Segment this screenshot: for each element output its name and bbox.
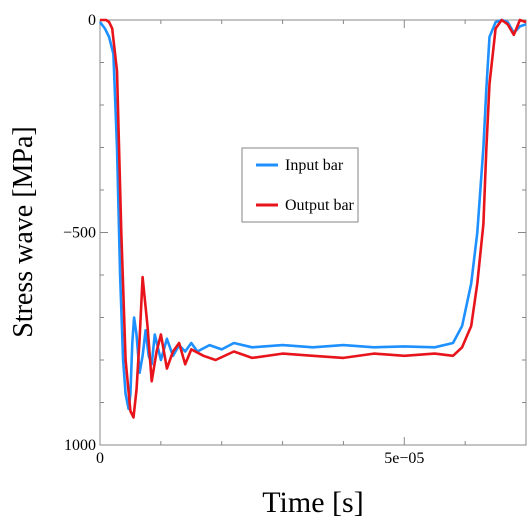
y-tick-label: −500 [63,225,96,242]
x-tick-label: 5e−05 [384,450,424,467]
legend-box [241,147,359,223]
y-tick-label: 0 [88,12,96,29]
x-tick-label: 0 [96,450,104,467]
tick-marks [99,19,526,446]
legend: Input bar Output bar [241,147,359,223]
legend-label-input-bar: Input bar [285,157,344,174]
y-axis-title: Stress wave [MPa] [8,126,39,338]
series-line-1 [100,18,527,419]
legend-label-output-bar: Output bar [285,197,355,214]
y-tick-label: 1000 [64,437,96,454]
plot-frame [99,19,527,446]
series-layer [98,18,527,419]
x-axis-title: Time [s] [262,486,363,519]
